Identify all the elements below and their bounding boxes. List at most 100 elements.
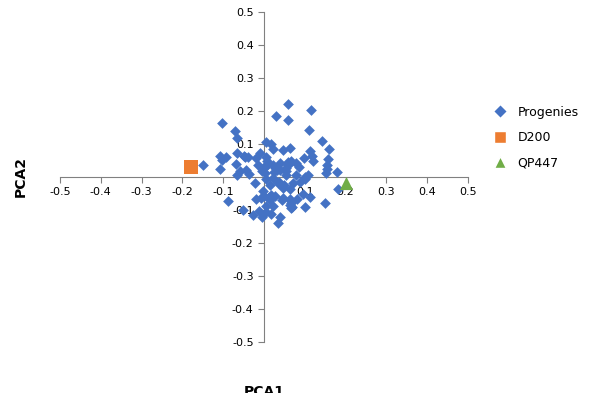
Point — [286, 196, 295, 202]
Point — [232, 172, 242, 178]
Point — [257, 168, 267, 174]
Point — [299, 155, 308, 162]
Point — [301, 176, 310, 182]
Point — [278, 195, 288, 201]
Point — [301, 204, 310, 211]
Point — [269, 169, 278, 175]
Point — [304, 172, 313, 178]
Point — [262, 203, 271, 209]
Point — [283, 159, 293, 165]
Point — [301, 173, 310, 180]
Point — [278, 147, 288, 153]
Point — [256, 195, 265, 201]
Point — [321, 169, 331, 176]
Point — [292, 196, 302, 202]
Point — [317, 138, 326, 144]
Point — [259, 193, 268, 199]
Point — [278, 185, 288, 191]
Point — [304, 127, 314, 133]
Point — [260, 164, 269, 171]
Text: PCA2: PCA2 — [13, 156, 28, 197]
Point — [268, 203, 278, 209]
Point — [217, 119, 227, 126]
Point — [262, 139, 271, 145]
Point — [245, 171, 254, 178]
Point — [265, 182, 275, 188]
Point — [251, 155, 260, 161]
Point — [291, 160, 301, 166]
Point — [287, 200, 296, 206]
Point — [232, 135, 242, 141]
Point — [323, 162, 332, 168]
Point — [186, 164, 196, 170]
Point — [295, 178, 305, 185]
Point — [273, 220, 283, 226]
Point — [320, 200, 330, 206]
Point — [223, 198, 232, 204]
Point — [261, 208, 271, 215]
Point — [230, 127, 240, 134]
Point — [333, 186, 343, 192]
Point — [285, 186, 295, 193]
Point — [259, 165, 269, 171]
Point — [274, 180, 283, 187]
Point — [238, 206, 248, 213]
Point — [271, 113, 281, 119]
Point — [323, 156, 333, 162]
Point — [215, 166, 225, 173]
Point — [255, 150, 265, 156]
Point — [221, 154, 231, 160]
Point — [287, 158, 296, 165]
Point — [254, 208, 263, 214]
Point — [322, 166, 332, 173]
Point — [268, 145, 278, 152]
Point — [308, 158, 317, 164]
Point — [263, 161, 273, 167]
Point — [281, 172, 290, 178]
Point — [198, 162, 208, 168]
Point — [306, 107, 316, 113]
Point — [286, 145, 295, 151]
Point — [251, 196, 260, 202]
Point — [324, 145, 334, 152]
Point — [217, 157, 226, 163]
Point — [257, 213, 267, 220]
Point — [243, 154, 253, 161]
Point — [282, 161, 292, 167]
Point — [281, 168, 290, 174]
Point — [307, 153, 317, 160]
Point — [215, 152, 224, 159]
Legend: Progenies, D200, QP447: Progenies, D200, QP447 — [482, 101, 584, 174]
Point — [284, 101, 293, 107]
Point — [266, 141, 276, 148]
Point — [266, 211, 276, 217]
Point — [270, 165, 280, 172]
Point — [298, 191, 308, 197]
Point — [266, 192, 275, 198]
Point — [275, 214, 284, 220]
Point — [286, 204, 296, 211]
Point — [240, 154, 250, 160]
Point — [286, 202, 295, 208]
Point — [264, 194, 274, 200]
Point — [261, 154, 271, 160]
Point — [242, 167, 251, 173]
Point — [278, 196, 287, 203]
Point — [274, 179, 284, 185]
Point — [265, 197, 275, 203]
Point — [281, 165, 291, 171]
Point — [263, 158, 272, 164]
Point — [231, 161, 241, 167]
Point — [341, 180, 350, 187]
Point — [288, 180, 298, 186]
Point — [283, 116, 293, 123]
Point — [250, 180, 259, 186]
Point — [272, 167, 281, 173]
Point — [291, 172, 301, 178]
Point — [253, 162, 263, 168]
Point — [232, 150, 242, 156]
Point — [268, 174, 278, 181]
Point — [271, 193, 280, 199]
Text: PCA1: PCA1 — [244, 385, 284, 393]
Point — [305, 194, 315, 200]
